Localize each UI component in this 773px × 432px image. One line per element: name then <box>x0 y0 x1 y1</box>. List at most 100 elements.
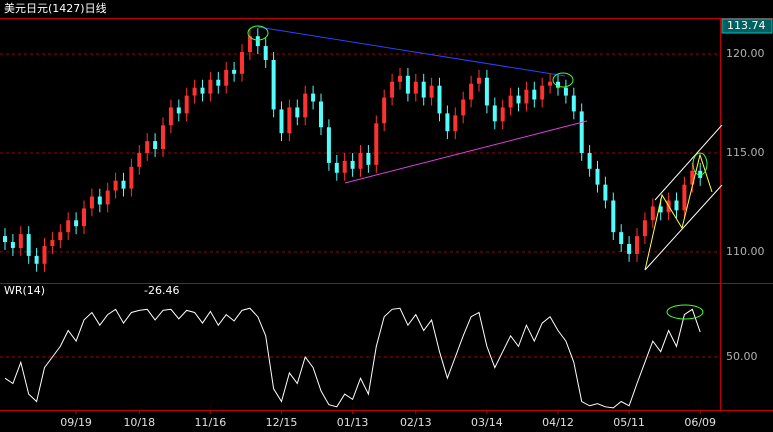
candle-body <box>326 127 331 163</box>
candle-body <box>405 75 410 94</box>
candle-body <box>595 168 600 185</box>
candle-body <box>311 93 316 102</box>
candle-body <box>358 152 363 169</box>
candle-body <box>548 81 553 86</box>
candle-body <box>611 200 616 233</box>
candle-body <box>421 81 426 98</box>
candle-body <box>500 107 505 122</box>
candle-body <box>74 220 79 227</box>
x-tick-label: 12/15 <box>266 416 298 429</box>
candle-body <box>121 180 126 189</box>
candle-body <box>145 141 150 153</box>
candle-body <box>129 166 134 189</box>
chart-title: 美元日元(1427)日线 <box>4 1 107 15</box>
candle-body <box>287 107 292 134</box>
highlight-ellipse <box>692 152 708 176</box>
candle-body <box>682 184 687 211</box>
candle-body <box>532 89 537 100</box>
candle-body <box>137 152 142 167</box>
candle-body <box>263 46 268 60</box>
candle-body <box>10 242 15 248</box>
candle-body <box>168 107 173 126</box>
candle-body <box>698 170 703 178</box>
x-tick-label: 10/18 <box>123 416 155 429</box>
highlight-ellipse <box>552 72 574 88</box>
indicator-value: -26.46 <box>144 284 179 297</box>
candle-body <box>113 180 118 191</box>
candle-body <box>240 52 244 74</box>
candle-body <box>350 160 355 169</box>
candle-body <box>184 95 189 114</box>
candle-body <box>413 81 418 94</box>
candle-body <box>571 95 576 112</box>
candle-body <box>524 89 529 104</box>
candle-body <box>97 196 102 205</box>
indicator-name: WR(14) <box>4 284 45 297</box>
candle-body <box>603 184 608 201</box>
candle-body <box>319 101 323 128</box>
candle-body <box>366 152 371 165</box>
last-price-label: 113.74 <box>727 19 766 32</box>
candle-body <box>342 160 347 173</box>
candle-body <box>484 77 489 106</box>
candle-body <box>556 81 560 88</box>
candle-body <box>477 77 481 84</box>
candle-body <box>105 190 110 205</box>
candle-body <box>303 93 308 118</box>
candle-body <box>3 236 7 243</box>
plot: 110.00 115.00 120.00 50.00 09/19 10/18 11/16 12… <box>0 18 773 429</box>
candle-body <box>34 255 39 264</box>
candle-body <box>216 79 221 86</box>
candle-body <box>153 141 158 150</box>
candle-body <box>540 85 545 100</box>
y-tick-label: 115.00 <box>726 146 765 159</box>
candle-body <box>390 81 395 98</box>
highlight-ellipse <box>666 304 704 320</box>
candle-body <box>658 206 663 213</box>
candle-body <box>437 85 442 114</box>
candle-body <box>650 206 655 221</box>
x-tick-label: 05/11 <box>613 416 645 429</box>
candle-body <box>50 240 55 246</box>
candle-body <box>587 152 592 169</box>
x-tick-label: 06/09 <box>684 416 716 429</box>
y-tick-label: 110.00 <box>726 245 765 258</box>
candle-body <box>635 236 639 254</box>
y-tick-label: 120.00 <box>726 47 765 60</box>
highlight-ellipse <box>247 25 269 41</box>
x-tick-label: 01/13 <box>337 416 369 429</box>
x-tick-label: 09/19 <box>60 416 92 429</box>
candle-body <box>232 69 237 74</box>
candle-body <box>42 245 47 264</box>
indicator-line <box>4 307 701 409</box>
x-tick-label: 11/16 <box>195 416 227 429</box>
candle-body <box>334 162 339 173</box>
candle-body <box>374 123 379 165</box>
channel-line <box>654 124 723 201</box>
x-tick-label: 02/13 <box>400 416 432 429</box>
x-tick-label: 03/14 <box>471 416 503 429</box>
candle-body <box>18 234 23 248</box>
candle-body <box>619 232 624 245</box>
trend-line <box>257 26 566 77</box>
candle-body <box>445 113 450 132</box>
candle-body <box>469 83 474 100</box>
candle-body <box>66 220 71 233</box>
candle-body <box>492 105 497 122</box>
candle-body <box>26 234 31 256</box>
candle-body <box>255 36 260 47</box>
candle-body <box>563 87 568 96</box>
candle-body <box>642 220 647 237</box>
candle-body <box>176 107 181 114</box>
candle-body <box>461 99 466 116</box>
candle-body <box>279 109 284 134</box>
x-tick-label: 04/12 <box>542 416 574 429</box>
candle-body <box>82 208 86 227</box>
channel-line <box>644 184 723 271</box>
candle-body <box>674 200 679 211</box>
candle-body <box>579 111 584 153</box>
annotations <box>247 25 723 320</box>
candle-body <box>208 79 213 94</box>
trend-line <box>344 120 588 184</box>
